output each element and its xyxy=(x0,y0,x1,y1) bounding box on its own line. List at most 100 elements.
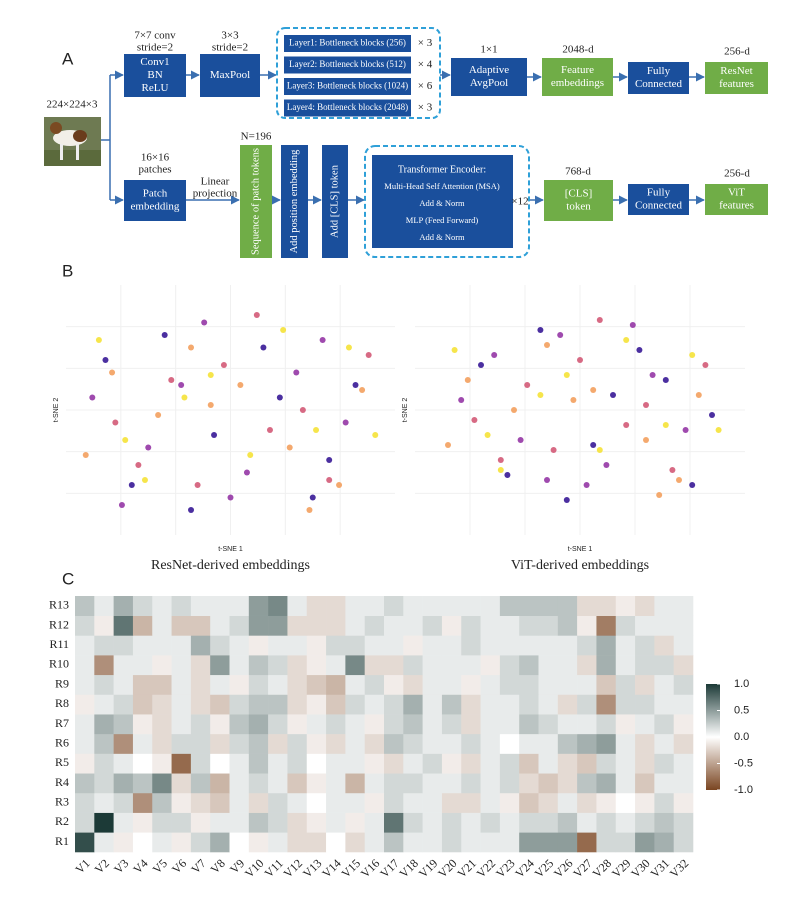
heat-cell xyxy=(171,832,192,853)
point xyxy=(359,387,366,393)
heat-cell xyxy=(132,733,153,754)
layer-repeat: × 6 xyxy=(418,80,433,92)
box-label: features xyxy=(719,78,754,90)
row-label: R8 xyxy=(55,696,69,710)
point xyxy=(623,422,630,428)
heat-cell xyxy=(461,635,481,656)
heat-cell xyxy=(441,733,462,754)
heat-cell xyxy=(519,596,539,616)
heat-cell xyxy=(364,812,385,833)
heat-cell xyxy=(75,792,95,813)
layer-label: Layer1: Bottleneck blocks (256) xyxy=(289,38,406,48)
point xyxy=(669,467,676,473)
point xyxy=(656,492,663,498)
heat-cell xyxy=(673,635,694,656)
diagram-box xyxy=(124,54,186,97)
heat-cell xyxy=(171,792,192,813)
point xyxy=(662,377,669,383)
box-label: Fully xyxy=(647,187,671,199)
heat-cell xyxy=(248,832,269,853)
heat-cell xyxy=(326,812,346,833)
point xyxy=(590,442,597,448)
heat-cell xyxy=(422,615,443,636)
heat-cell xyxy=(190,655,211,676)
point xyxy=(445,442,451,448)
point xyxy=(603,462,610,468)
heat-cell xyxy=(635,596,655,616)
heat-cell xyxy=(287,812,308,833)
diagram-box xyxy=(322,145,348,258)
point xyxy=(161,332,168,338)
heat-cell xyxy=(132,635,153,656)
heat-cell xyxy=(673,733,694,754)
heat-cell xyxy=(287,615,308,636)
heat-cell xyxy=(403,694,423,715)
heat-cell xyxy=(403,615,423,636)
heat-cell xyxy=(364,674,385,695)
heat-cell xyxy=(480,733,501,754)
x-axis-label: t-SNE 1 xyxy=(568,546,593,553)
heat-cell xyxy=(152,792,172,813)
heat-cell xyxy=(364,832,385,853)
layer-repeat: × 3 xyxy=(418,37,433,49)
heat-cell xyxy=(596,714,617,735)
heat-cell xyxy=(268,753,288,774)
heat-cell xyxy=(403,596,423,616)
heat-cell xyxy=(229,773,250,794)
heat-cell xyxy=(345,635,365,656)
heat-cell xyxy=(152,635,172,656)
colorbar-label: 1.0 xyxy=(734,678,749,690)
point xyxy=(451,347,458,353)
point xyxy=(109,369,116,376)
point xyxy=(643,402,649,408)
heat-cell xyxy=(268,773,288,794)
heat-cell xyxy=(403,832,423,853)
box-label: MaxPool xyxy=(210,69,250,81)
point xyxy=(544,342,550,348)
heat-cell xyxy=(615,694,636,715)
heat-cell xyxy=(132,674,153,695)
point xyxy=(682,427,689,433)
heat-cell xyxy=(190,812,211,833)
heat-cell xyxy=(248,812,269,833)
point xyxy=(471,417,478,423)
row-label: R2 xyxy=(55,814,69,828)
point xyxy=(128,482,135,488)
heat-cell xyxy=(75,655,95,676)
point xyxy=(629,322,636,328)
heat-cell xyxy=(635,733,655,754)
heat-cell xyxy=(673,792,694,813)
heat-cell xyxy=(615,753,636,774)
heat-cell xyxy=(171,753,192,774)
heat-cell xyxy=(403,753,423,774)
heat-cell xyxy=(306,773,327,794)
heat-cell xyxy=(210,812,230,833)
point xyxy=(336,482,343,488)
heat-cell xyxy=(171,773,192,794)
encoder-label: Add & Norm xyxy=(419,232,465,242)
point xyxy=(491,352,498,358)
heat-cell xyxy=(538,792,559,813)
heat-cell xyxy=(364,635,385,656)
annotation: stride=2 xyxy=(137,42,173,54)
heat-cell xyxy=(364,596,385,616)
point xyxy=(306,507,313,513)
encoder-label: Add & Norm xyxy=(419,198,465,208)
heat-cell xyxy=(519,792,539,813)
heat-cell xyxy=(441,655,462,676)
heat-cell xyxy=(152,714,172,735)
caption: ViT-derived embeddings xyxy=(511,558,649,573)
heat-cell xyxy=(132,792,153,813)
heat-cell xyxy=(538,596,559,616)
colorbar-label: 0.5 xyxy=(734,704,749,716)
encoder-box xyxy=(372,155,513,248)
heat-cell xyxy=(268,655,288,676)
heat-cell xyxy=(519,832,539,853)
heat-cell xyxy=(306,694,327,715)
heat-cell xyxy=(615,674,636,695)
point xyxy=(563,372,570,378)
heat-cell xyxy=(132,832,153,853)
point xyxy=(563,497,570,503)
heat-cell xyxy=(480,655,501,676)
annotation: Linear xyxy=(201,176,230,188)
